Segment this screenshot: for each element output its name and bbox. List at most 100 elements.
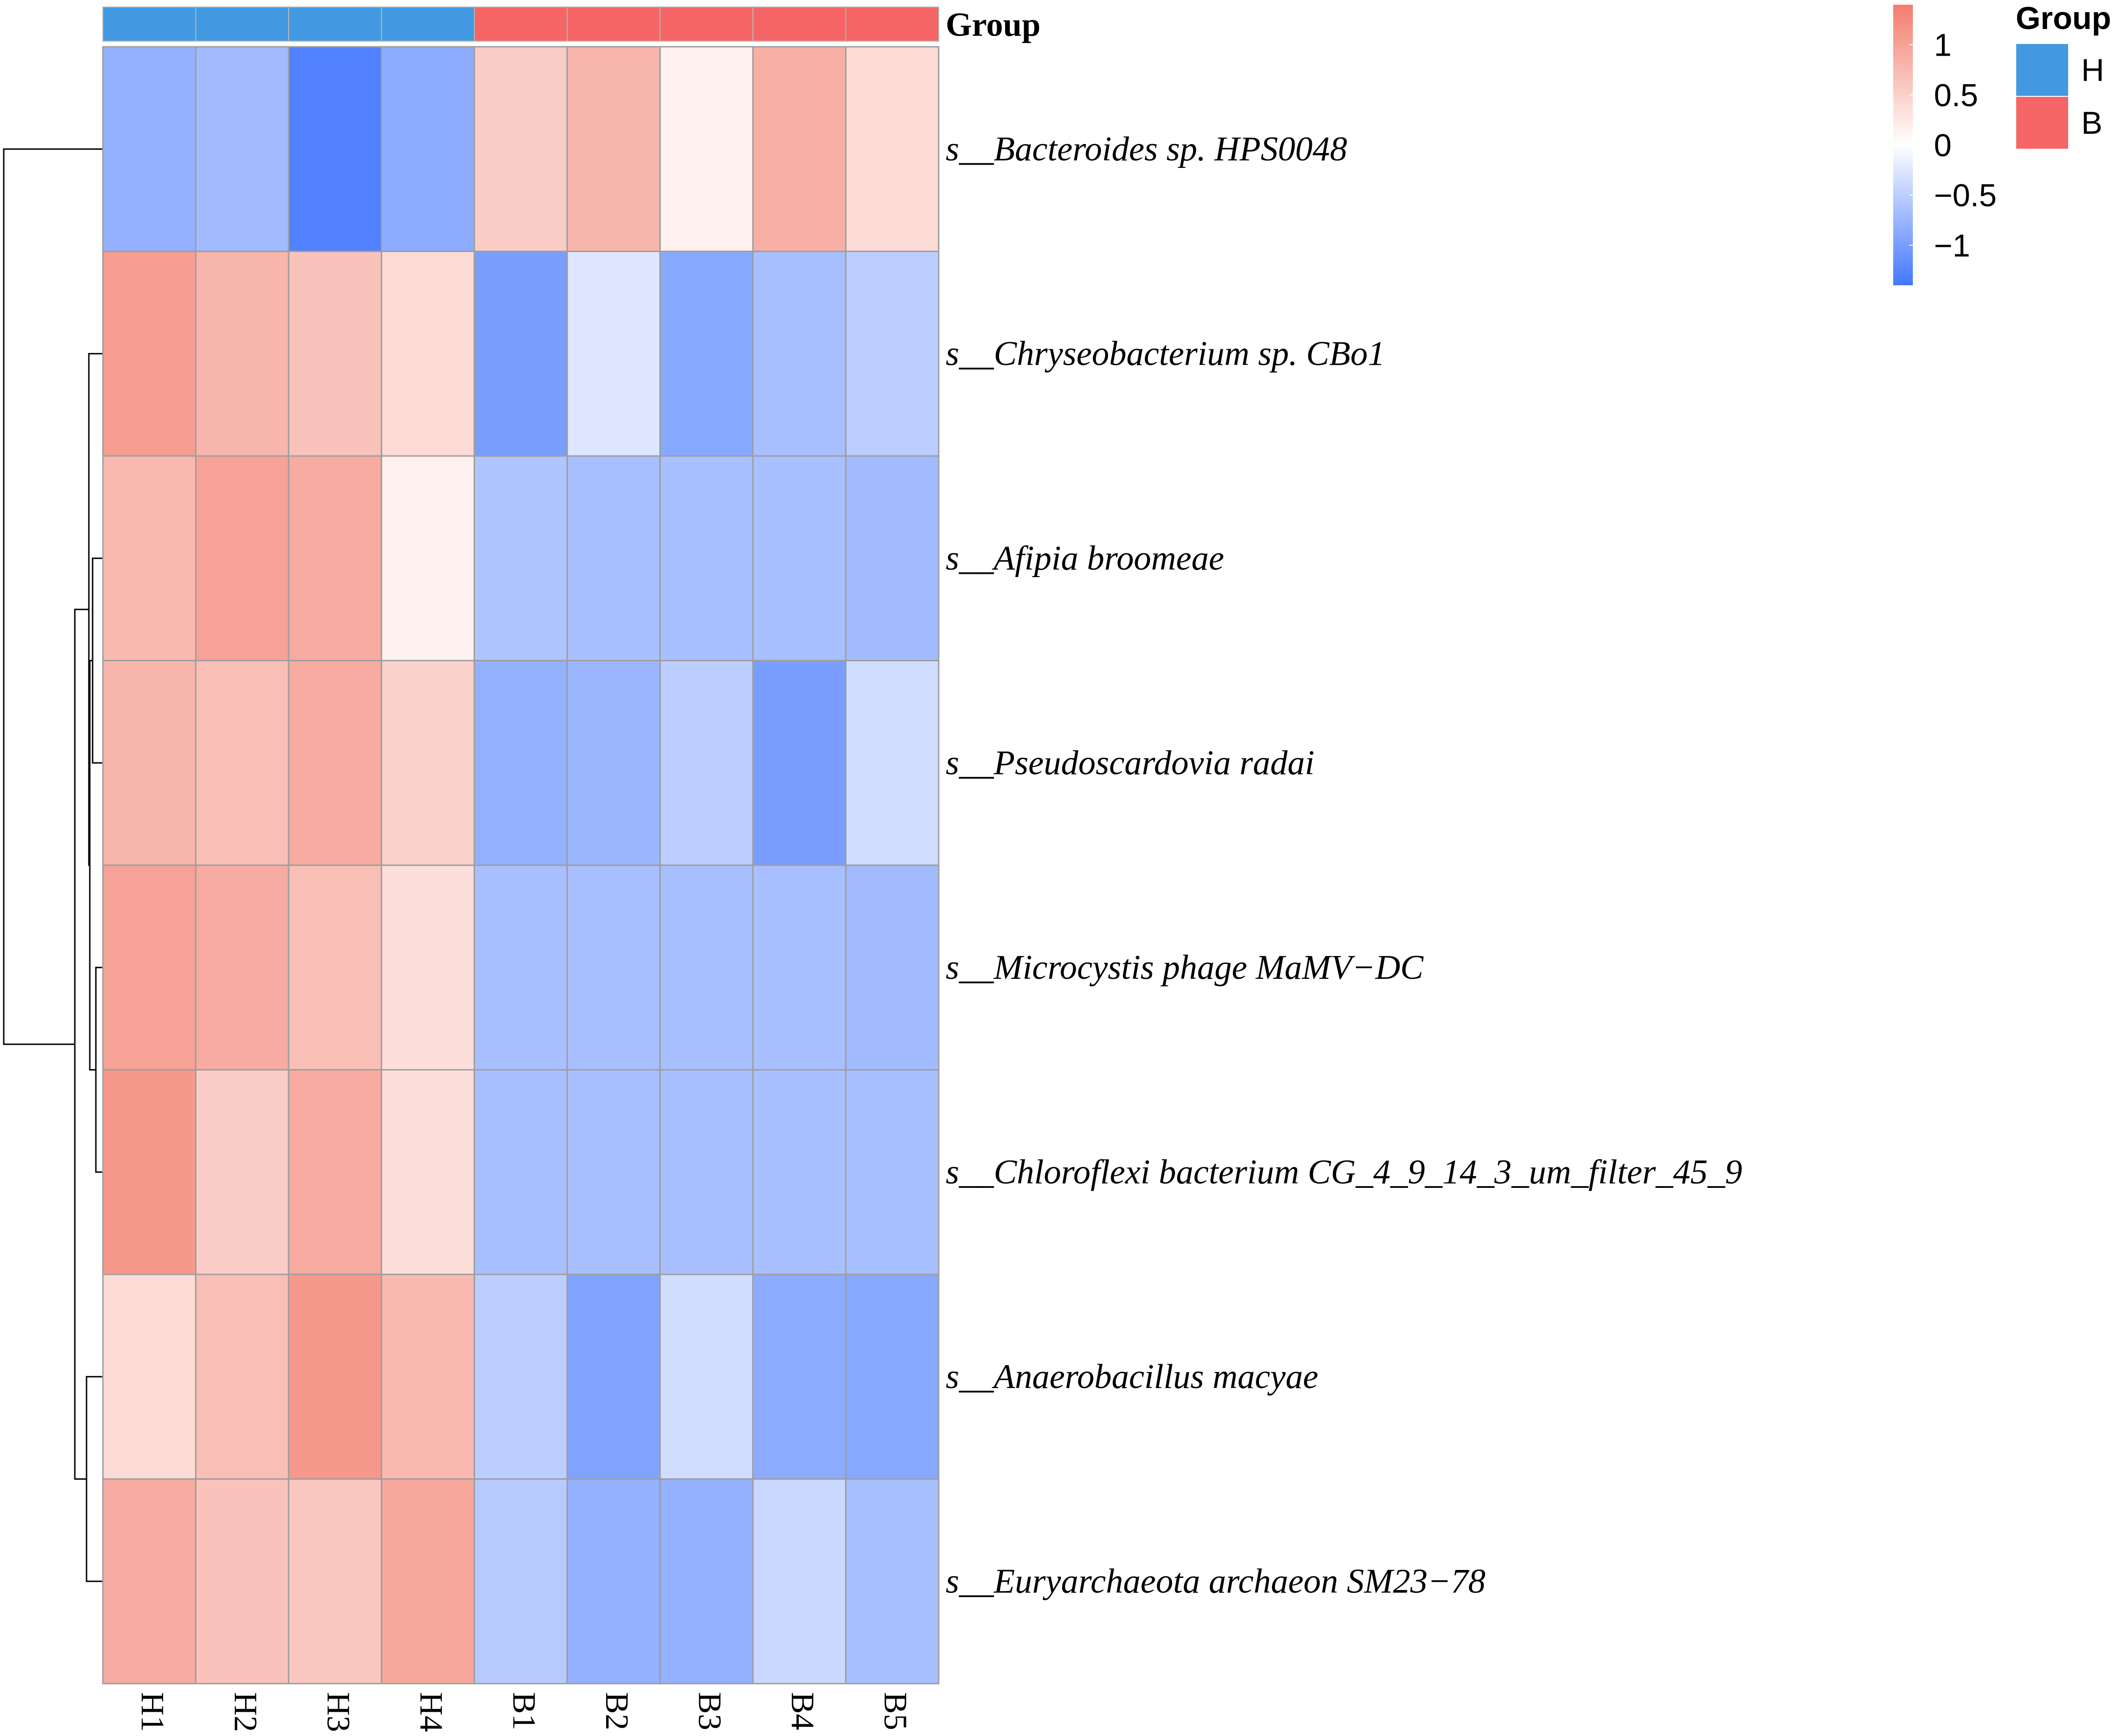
heatmap-cell	[288, 1478, 383, 1685]
annotation-cell-b2	[566, 7, 661, 42]
annotation-cell-h1	[102, 7, 196, 42]
heatmap-cell	[845, 660, 940, 866]
heatmap-cell	[659, 1478, 754, 1685]
column-label: B2	[599, 1692, 635, 1730]
annotation-cell-h3	[288, 7, 382, 42]
heatmap-cell	[102, 1273, 197, 1480]
heatmap-cell	[845, 46, 940, 252]
row-label: s__Pseudoscardovia radai	[946, 744, 1315, 782]
row-dendrogram	[3, 148, 103, 1582]
heatmap-cell	[195, 1273, 290, 1480]
row-labels: s__Bacteroides sp. HPS0048 s__Chryseobact…	[946, 130, 1742, 1601]
heatmap-cell	[381, 46, 475, 252]
annotation-cell-b5	[845, 7, 940, 42]
heatmap-cell	[659, 455, 754, 661]
heatmap-cell	[752, 251, 847, 457]
row-label: s__Anaerobacillus macyae	[946, 1358, 1318, 1396]
heatmap-cell	[659, 1273, 754, 1480]
heatmap-cell	[659, 251, 754, 457]
heatmap-cell	[752, 455, 847, 661]
annotation-cell-b1	[474, 7, 568, 42]
heatmap-cell	[473, 1478, 568, 1685]
column-label: B4	[784, 1692, 820, 1730]
heatmap-cell	[566, 864, 661, 1071]
heatmap-cells	[102, 46, 940, 1685]
color-scale-tick-label: −0.5	[1934, 178, 1997, 213]
heatmap-cell	[752, 864, 847, 1071]
color-scale-tick-label: 0	[1934, 128, 1952, 163]
heatmap-cell	[473, 46, 568, 252]
row-label: s__Chryseobacterium sp. CBo1	[946, 334, 1385, 373]
heatmap-cell	[102, 1069, 197, 1275]
heatmap-cell	[473, 1273, 568, 1480]
heatmap-cell	[473, 1069, 568, 1275]
heatmap-cell	[381, 251, 475, 457]
heatmap-cell	[845, 864, 940, 1071]
row-label: s__Afipia broomeae	[946, 539, 1224, 578]
column-label: H4	[413, 1692, 449, 1732]
dendrogram-branch	[88, 353, 103, 866]
heatmap-cell	[102, 864, 197, 1071]
group-legend-label: B	[2081, 105, 2102, 141]
dendrogram-branch	[92, 557, 103, 764]
annotation-cell-b3	[659, 7, 753, 42]
color-scale-tick-label: −1	[1934, 228, 1970, 263]
heatmap-cell	[288, 46, 383, 252]
heatmap-cell	[381, 660, 475, 866]
heatmap-cell	[102, 660, 197, 866]
heatmap-cell	[752, 46, 847, 252]
annotation-title: Group	[946, 6, 1041, 43]
heatmap-cell	[752, 660, 847, 866]
heatmap-cell	[102, 251, 197, 457]
row-label: s__Euryarchaeota archaeon SM23−78	[946, 1562, 1485, 1600]
row-label: s__Chloroflexi bacterium CG_4_9_14_3_um_…	[946, 1153, 1742, 1191]
heatmap-cell	[752, 1478, 847, 1685]
heatmap-cell	[845, 1273, 940, 1480]
column-label: H3	[320, 1692, 356, 1732]
heatmap-cell	[288, 864, 383, 1071]
group-annotation-bar	[102, 7, 940, 42]
heatmap-cell	[381, 1069, 475, 1275]
color-scale-tick-label: 1	[1934, 28, 1952, 63]
row-label: s__Bacteroides sp. HPS0048	[946, 130, 1347, 168]
heatmap-cell	[195, 1069, 290, 1275]
color-scale-tick-label: 0.5	[1934, 78, 1978, 113]
heatmap-cell	[381, 864, 475, 1071]
dendrogram-branch	[86, 1376, 103, 1582]
annotation-cell-h2	[195, 7, 290, 42]
row-label: s__Microcystis phage MaMV−DC	[946, 948, 1424, 987]
column-labels: H1 H2 H3 H4 B1 B2 B3 B4 B5	[134, 1692, 913, 1732]
heatmap-cell	[845, 1069, 940, 1275]
heatmap-cell	[288, 1273, 383, 1480]
heatmap-cell	[566, 660, 661, 866]
heatmap-cell	[381, 455, 475, 661]
heatmap-cell	[195, 1478, 290, 1685]
heatmap-cell	[566, 46, 661, 252]
dendrogram-branch	[74, 608, 89, 1480]
heatmap-cell	[659, 1069, 754, 1275]
group-legend-swatch-b	[2015, 96, 2069, 150]
heatmap-cell	[473, 455, 568, 661]
group-legend-label: H	[2081, 52, 2104, 88]
annotation-cell-h4	[381, 7, 475, 42]
heatmap-cell	[381, 1478, 475, 1685]
heatmap-cell	[659, 864, 754, 1071]
heatmap-cell	[195, 251, 290, 457]
heatmap-cell	[195, 455, 290, 661]
heatmap-cell	[102, 1478, 197, 1685]
heatmap-cell	[845, 1478, 940, 1685]
color-scale-legend: 1 0.5 0 −0.5 −1	[1893, 5, 1997, 285]
heatmap-cell	[845, 251, 940, 457]
heatmap-cell	[288, 455, 383, 661]
column-label: B3	[692, 1692, 728, 1730]
column-label: H1	[134, 1692, 170, 1732]
heatmap-cell	[752, 1273, 847, 1480]
heatmap-cell	[566, 1273, 661, 1480]
heatmap-cell	[473, 660, 568, 866]
heatmap-cell	[102, 46, 197, 252]
heatmap-cell	[752, 1069, 847, 1275]
group-legend-title: Group	[2016, 0, 2111, 36]
column-label: B5	[877, 1692, 913, 1730]
annotation-cell-b4	[752, 7, 847, 42]
